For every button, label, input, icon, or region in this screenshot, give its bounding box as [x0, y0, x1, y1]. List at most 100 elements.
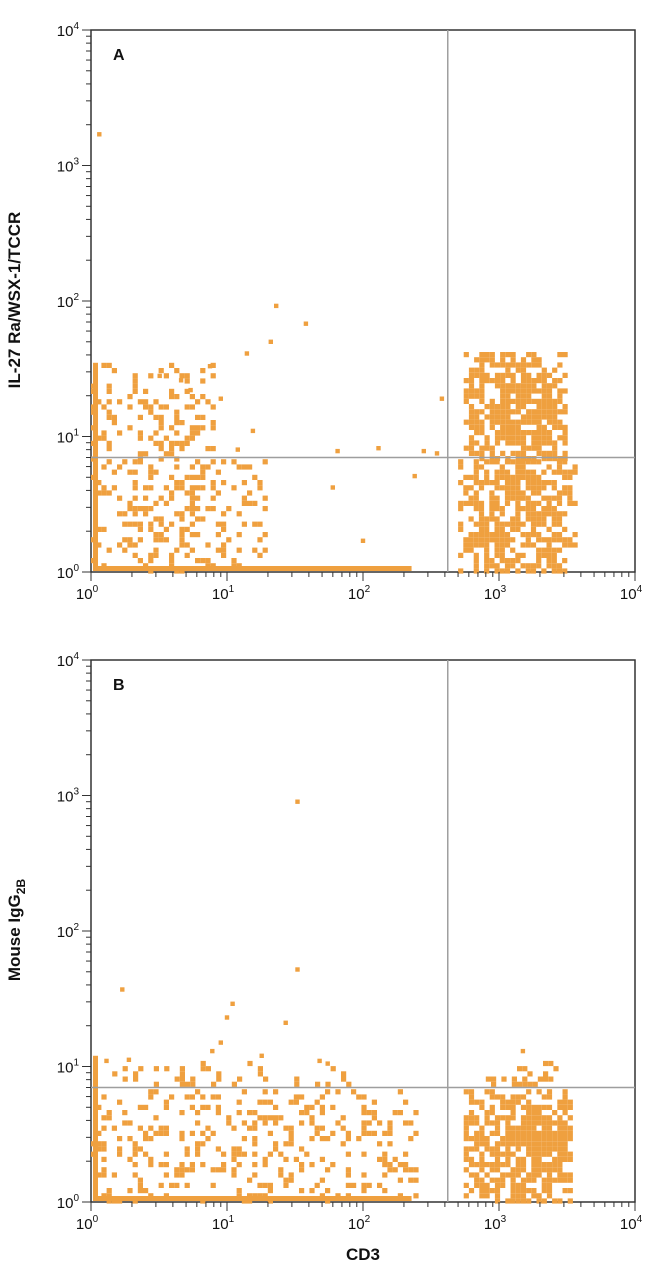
event-dot: [473, 521, 479, 527]
event-dot: [247, 1193, 253, 1199]
event-dot: [273, 1141, 279, 1147]
event-dot: [526, 1146, 532, 1152]
event-dot: [158, 440, 164, 446]
event-dot: [536, 1156, 542, 1162]
event-dot: [325, 1167, 331, 1173]
event-dot: [330, 1066, 336, 1072]
event-dot: [288, 1130, 294, 1136]
event-dot: [541, 547, 547, 553]
event-dot: [236, 464, 242, 470]
event-dot: [515, 511, 521, 517]
event-dot: [101, 430, 107, 436]
event-dot: [484, 1182, 490, 1188]
event-dot: [562, 404, 568, 410]
event-dot: [557, 1125, 563, 1131]
event-dot: [520, 419, 527, 425]
event-dot: [552, 456, 558, 462]
event-dot: [484, 440, 490, 446]
event-dot: [536, 1141, 542, 1147]
event-dot: [557, 362, 563, 368]
event-dot: [111, 1172, 117, 1178]
event-dot: [510, 1110, 516, 1116]
event-dot: [468, 440, 475, 446]
event-dot: [484, 1146, 490, 1152]
event-dot: [526, 1089, 532, 1095]
event-dot: [158, 1182, 164, 1188]
event-dot: [163, 537, 169, 543]
event-dot: [341, 1076, 347, 1082]
event-dot: [484, 435, 490, 441]
event-dot: [567, 474, 573, 480]
event-dot: [195, 506, 201, 512]
event-dot: [138, 1066, 144, 1072]
event-dot: [546, 563, 552, 569]
event-dot: [530, 474, 537, 480]
event-dot: [231, 1125, 237, 1131]
event-dot: [133, 1076, 139, 1082]
event-dot: [273, 1146, 279, 1152]
event-dot: [106, 388, 112, 394]
event-dot: [463, 1136, 469, 1142]
event-dot: [546, 537, 552, 543]
event-dot: [551, 568, 557, 574]
event-dot: [520, 1177, 527, 1183]
event-dot: [536, 362, 542, 368]
event-dot: [551, 495, 557, 501]
event-dot: [525, 474, 531, 480]
event-dot: [200, 394, 206, 400]
event-dot: [361, 1182, 367, 1188]
event-dot: [536, 430, 542, 436]
event-dot: [148, 1125, 154, 1131]
event-dot: [499, 521, 505, 527]
event-dot: [562, 474, 568, 480]
x-tick-label: 103: [484, 1214, 507, 1233]
event-dot: [522, 1076, 528, 1082]
event-dot: [189, 464, 195, 470]
event-dot: [340, 1115, 346, 1121]
event-dot: [325, 1081, 331, 1087]
event-dot: [241, 480, 247, 486]
event-dot: [132, 552, 138, 558]
event-dot: [101, 1167, 107, 1173]
event-dot: [500, 404, 506, 410]
event-dot: [567, 1156, 573, 1162]
event-dot: [536, 1172, 542, 1178]
event-dot: [567, 500, 573, 506]
event-dot: [169, 490, 175, 496]
event-dot: [184, 474, 190, 480]
event-dot: [226, 537, 232, 543]
event-dot: [546, 1094, 553, 1100]
event-dot: [520, 378, 527, 384]
event-dot: [299, 1120, 305, 1126]
event-dot: [557, 398, 563, 404]
event-dot: [552, 383, 558, 389]
event-dot: [382, 1130, 388, 1136]
event-dot: [148, 552, 154, 558]
event-dot: [562, 1104, 568, 1110]
event-dot: [541, 552, 547, 558]
event-dot: [387, 1125, 393, 1131]
event-dot: [494, 1125, 501, 1131]
event-dot: [137, 537, 143, 543]
event-dot: [96, 1172, 102, 1178]
event-dot: [520, 440, 527, 446]
event-dot: [484, 372, 490, 378]
event-dot: [526, 398, 532, 404]
event-dot: [504, 459, 511, 465]
event-dot: [515, 480, 521, 486]
event-dot: [500, 388, 506, 394]
event-dot: [489, 532, 495, 538]
event-dot: [484, 537, 490, 543]
event-dot: [117, 1099, 123, 1105]
event-dot: [132, 1162, 138, 1168]
panel-label: B: [113, 677, 125, 694]
x-tick-label: 101: [212, 1214, 235, 1233]
event-dot: [531, 1136, 537, 1142]
event-dot: [536, 357, 542, 363]
event-dot: [179, 1110, 185, 1116]
event-dot: [143, 511, 149, 517]
event-dot: [458, 464, 464, 470]
event-dot: [484, 378, 490, 384]
event-dot: [479, 1162, 485, 1168]
event-dot: [101, 526, 107, 532]
